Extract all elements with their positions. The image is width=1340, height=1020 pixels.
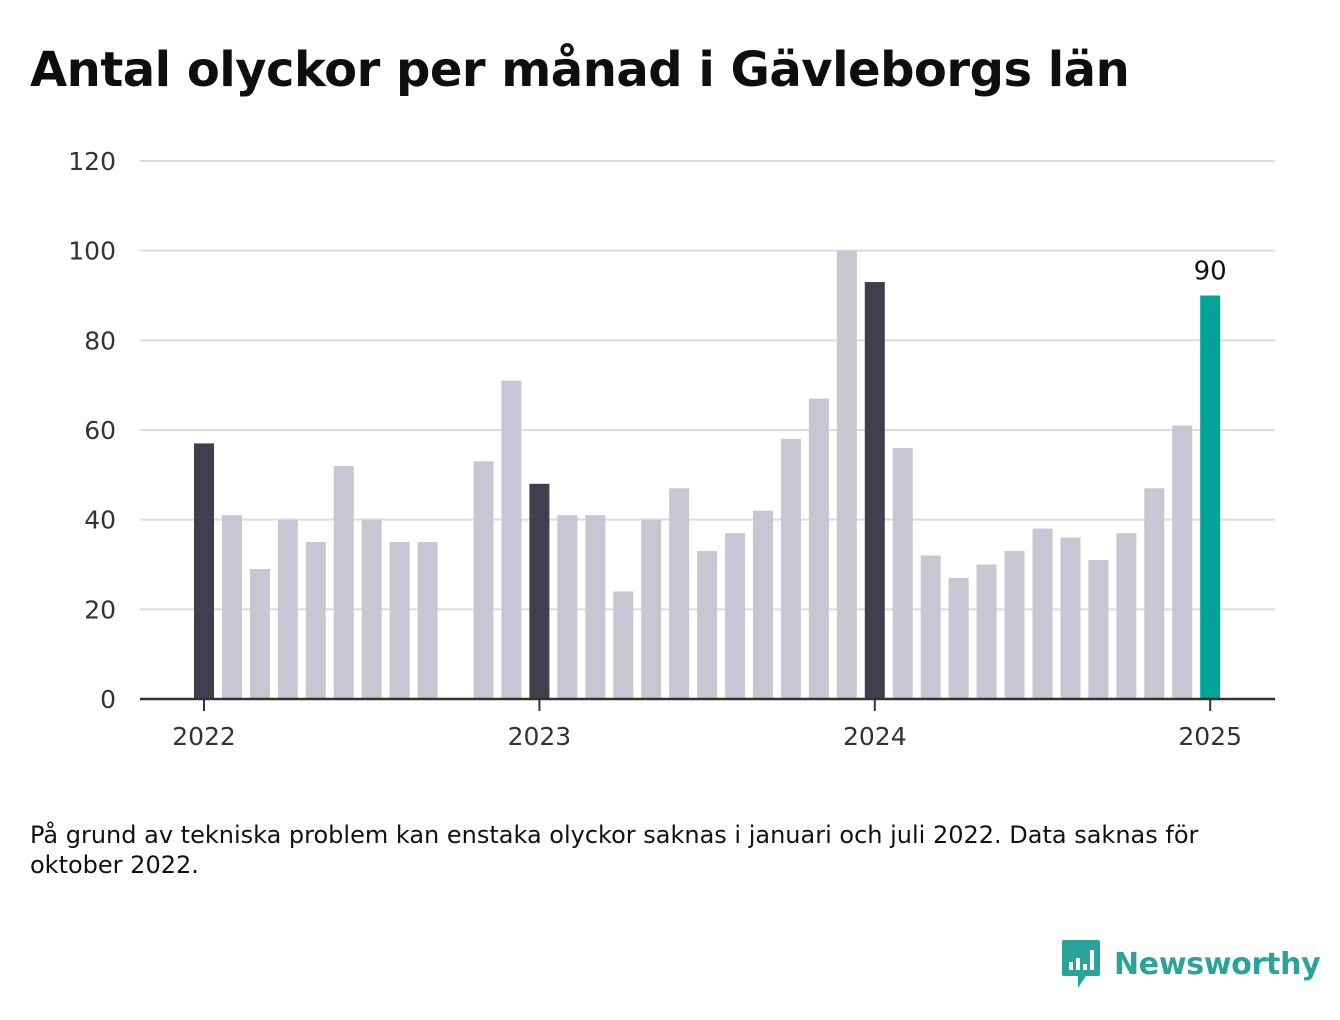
bar-2022-07 [361,519,382,699]
bar-2023-04 [613,591,634,699]
bar-2023-12 [836,250,857,699]
data-label-2025-01: 90 [1194,257,1227,287]
bar-2023-09 [753,510,773,699]
bar-2024-07 [1032,528,1053,699]
bar-2024-03 [920,555,941,699]
bar-2022-04 [277,519,298,699]
chart-area: 0 20 40 60 80 100 120 2022 2023 2024 2025 90 [68,147,1275,751]
bar-2023-01 [529,483,550,699]
bar-2024-06 [1004,551,1025,699]
brand-name: Newsworthy [1114,946,1321,982]
bar-2022-02 [221,515,242,699]
bar-2022-06 [333,465,354,699]
footnote: På grund av tekniska problem kan enstaka… [30,821,1199,879]
bar-2024-11 [1144,488,1165,699]
bar-2023-02 [557,515,578,699]
bar-2024-01 [864,282,885,699]
y-tick-label: 120 [68,147,116,176]
bar-2025-01 [1200,295,1221,699]
y-tick-label: 100 [68,237,116,266]
bar-chart-speech-bubble-icon [1062,940,1100,988]
bar-2022-12 [501,380,522,699]
y-tick-label: 80 [84,326,116,355]
bar-2023-05 [641,519,662,699]
x-tick-label: 2022 [172,722,236,751]
bar-2024-12 [1172,425,1193,699]
bar-2024-09 [1088,560,1109,699]
y-tick-label: 60 [84,416,116,445]
bar-2024-10 [1116,533,1137,699]
brand-logo: Newsworthy [1060,936,1321,992]
bar-chart: 0 20 40 60 80 100 120 2022 2023 2024 2025 90 [68,147,1275,751]
y-tick-label: 0 [100,685,116,714]
bar-2024-04 [948,577,969,699]
x-tick-label: 2023 [508,722,572,751]
bar-2023-03 [585,515,606,699]
bar-2022-01 [194,443,214,699]
bar-2022-11 [473,461,494,699]
bar-2023-11 [808,398,829,699]
bar-2024-02 [892,447,913,699]
bar-2023-08 [725,533,746,699]
bar-2023-06 [669,488,690,699]
x-tick-label: 2024 [843,722,907,751]
bar-2024-08 [1060,537,1081,699]
chart-title: Antal olyckor per månad i Gävleborgs län [30,42,1130,98]
bar-2022-09 [417,542,438,699]
x-tick-label: 2025 [1178,722,1242,751]
bar-2023-07 [697,551,718,699]
y-tick-label: 40 [84,506,116,535]
bar-2023-10 [780,438,801,699]
y-tick-label: 20 [84,595,116,624]
bar-2024-05 [976,564,997,699]
bar-2022-05 [305,542,326,699]
bar-2022-03 [249,568,270,699]
bar-2022-08 [389,542,410,699]
